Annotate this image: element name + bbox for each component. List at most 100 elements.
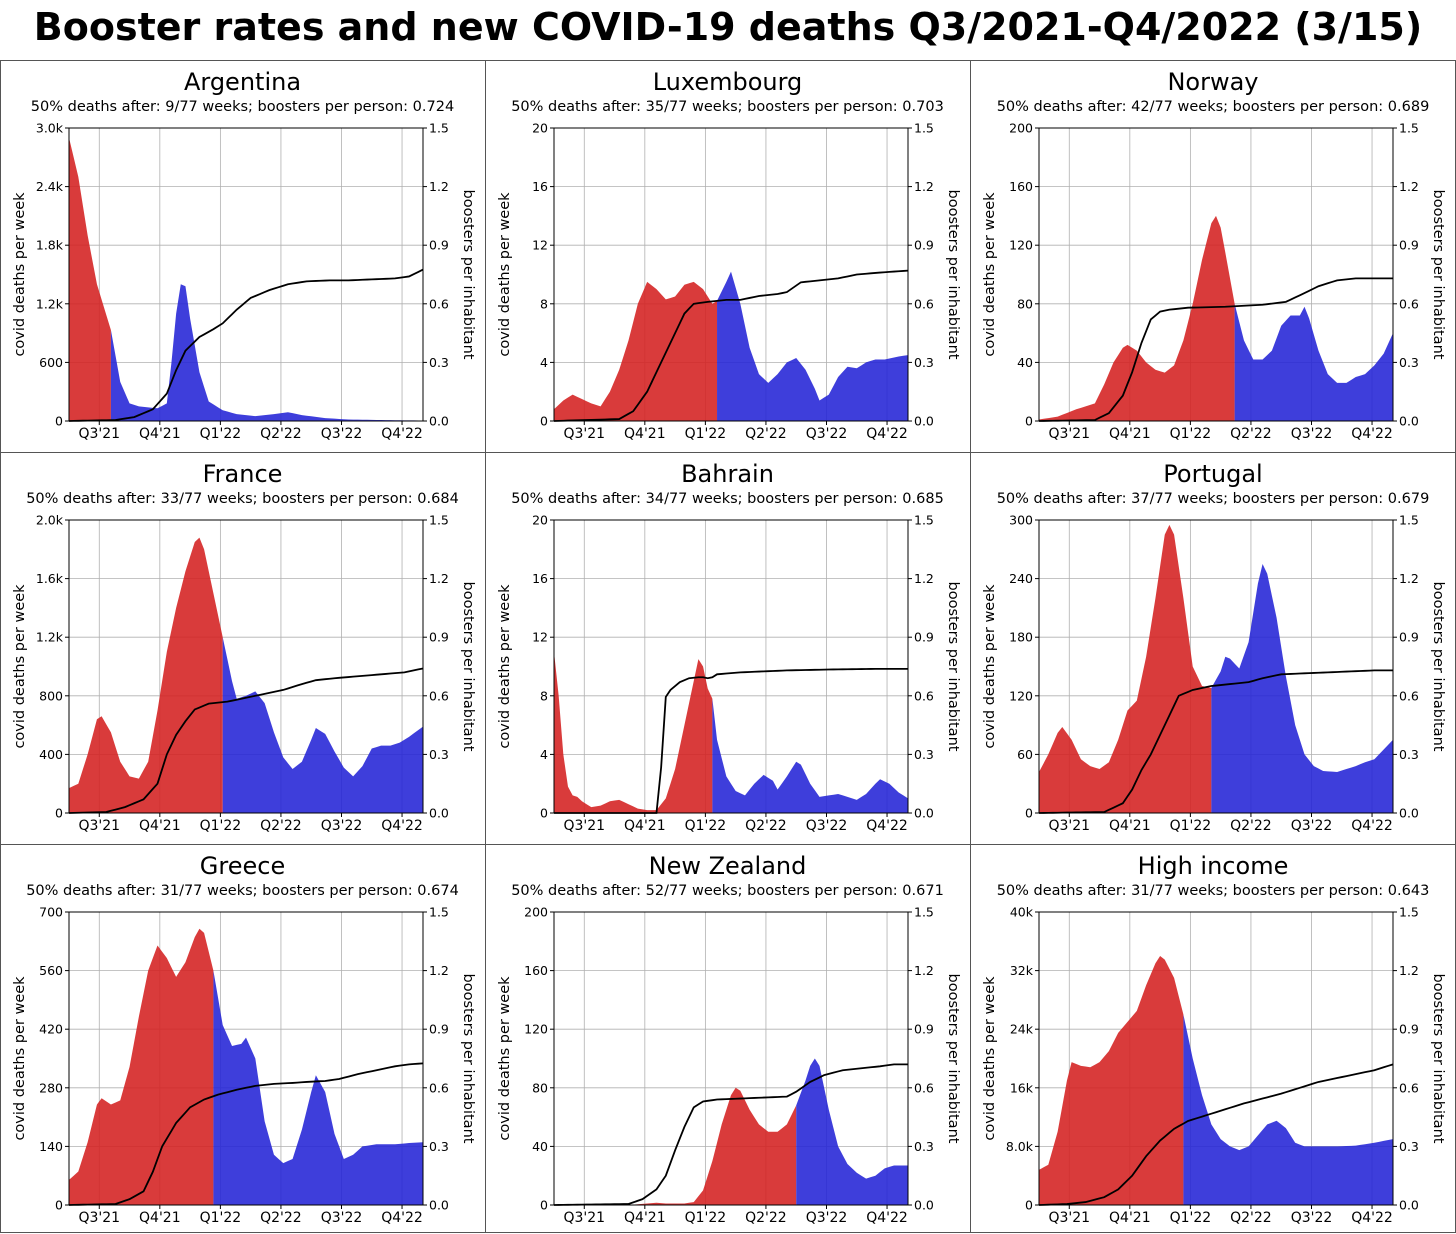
x-tick-label: Q3'21 bbox=[563, 426, 605, 442]
y-right-tick-label: 0.0 bbox=[1399, 1198, 1419, 1213]
y-left-tick-label: 8.0k bbox=[1006, 1139, 1034, 1154]
boosters-line bbox=[1038, 669, 1393, 814]
x-tick-label: Q4'21 bbox=[1109, 426, 1151, 442]
y-right-tick-label: 1.2 bbox=[914, 963, 934, 978]
y-right-tick-label: 1.5 bbox=[429, 513, 449, 528]
y-right-tick-label: 1.2 bbox=[429, 179, 449, 194]
y-left-tick-label: 600 bbox=[39, 355, 63, 370]
y-right-tick-label: 0.0 bbox=[1399, 414, 1419, 429]
y-left-axis-label: covid deaths per week bbox=[12, 192, 28, 357]
deaths-area-after-half bbox=[712, 698, 908, 813]
y-left-tick-label: 0 bbox=[540, 1198, 548, 1213]
plot-frame bbox=[68, 127, 424, 422]
y-right-tick-label: 1.5 bbox=[1399, 905, 1419, 920]
y-left-tick-label: 160 bbox=[1009, 179, 1033, 194]
chart-panel: Norway 50% deaths after: 42/77 weeks; boo… bbox=[982, 68, 1446, 442]
y-left-tick-label: 140 bbox=[39, 1139, 63, 1154]
y-right-tick-label: 1.2 bbox=[914, 571, 934, 586]
x-tick-label: Q1'22 bbox=[200, 818, 242, 834]
x-tick-label: Q3'22 bbox=[1291, 426, 1333, 442]
y-right-tick-label: 0.3 bbox=[914, 747, 934, 762]
x-tick-label: Q1'22 bbox=[200, 1210, 242, 1226]
boosters-line bbox=[553, 1063, 908, 1206]
x-tick-label: Q2'22 bbox=[745, 426, 787, 442]
y-left-tick-label: 24k bbox=[1010, 1022, 1034, 1037]
y-right-tick-label: 0.6 bbox=[1399, 688, 1419, 703]
boosters-line bbox=[68, 1062, 424, 1206]
chart-title: Portugal bbox=[1163, 460, 1262, 488]
chart-panel: New Zealand 50% deaths after: 52/77 weeks… bbox=[497, 852, 961, 1226]
y-left-tick-label: 300 bbox=[1009, 513, 1033, 528]
chart-panel: High income 50% deaths after: 31/77 weeks… bbox=[982, 852, 1446, 1226]
y-left-tick-label: 0 bbox=[540, 414, 548, 429]
y-right-tick-label: 1.2 bbox=[429, 963, 449, 978]
y-left-tick-label: 1.2k bbox=[36, 296, 64, 311]
y-right-tick-label: 0.9 bbox=[914, 1022, 934, 1037]
y-left-tick-label: 700 bbox=[39, 905, 63, 920]
plot-frame bbox=[68, 911, 424, 1206]
deaths-area-after-half bbox=[222, 637, 423, 813]
y-right-tick-label: 0.6 bbox=[914, 688, 934, 703]
chart-title: Norway bbox=[1167, 68, 1258, 96]
x-tick-label: Q4'22 bbox=[866, 818, 908, 834]
chart-subtitle: 50% deaths after: 37/77 weeks; boosters … bbox=[997, 491, 1430, 507]
x-tick-label: Q4'21 bbox=[139, 818, 181, 834]
plot-frame bbox=[68, 519, 424, 814]
y-right-tick-label: 1.2 bbox=[1399, 963, 1419, 978]
chart-subtitle: 50% deaths after: 31/77 weeks; boosters … bbox=[997, 883, 1430, 899]
chart-panel: France 50% deaths after: 33/77 weeks; boo… bbox=[12, 460, 476, 834]
x-tick-label: Q1'22 bbox=[200, 426, 242, 442]
deaths-area-before-half bbox=[554, 281, 718, 421]
x-tick-label: Q2'22 bbox=[260, 1210, 302, 1226]
y-left-axis-label: covid deaths per week bbox=[982, 976, 998, 1141]
deaths-area-after-half bbox=[1211, 563, 1393, 813]
y-right-tick-label: 0.3 bbox=[429, 355, 449, 370]
y-left-tick-label: 1.8k bbox=[36, 238, 64, 253]
y-right-axis-label: boosters per inhabitant bbox=[460, 190, 476, 360]
y-left-tick-label: 20 bbox=[532, 513, 548, 528]
y-right-tick-label: 0.0 bbox=[914, 806, 934, 821]
y-right-tick-label: 0.0 bbox=[429, 806, 449, 821]
x-tick-label: Q1'22 bbox=[685, 818, 727, 834]
y-left-tick-label: 120 bbox=[1009, 688, 1033, 703]
y-right-tick-label: 0.0 bbox=[429, 414, 449, 429]
boosters-line bbox=[68, 667, 424, 814]
x-tick-label: Q4'22 bbox=[381, 426, 423, 442]
chart-subtitle: 50% deaths after: 33/77 weeks; boosters … bbox=[26, 491, 459, 507]
x-tick-label: Q2'22 bbox=[260, 818, 302, 834]
y-left-tick-label: 200 bbox=[1009, 121, 1033, 136]
chart-panel: Bahrain 50% deaths after: 34/77 weeks; bo… bbox=[497, 460, 961, 834]
chart-subtitle: 50% deaths after: 42/77 weeks; boosters … bbox=[997, 99, 1430, 115]
chart-title: Greece bbox=[200, 852, 285, 880]
y-right-tick-label: 0.9 bbox=[914, 238, 934, 253]
y-right-axis-label: boosters per inhabitant bbox=[1430, 974, 1446, 1144]
y-left-axis-label: covid deaths per week bbox=[12, 584, 28, 749]
deaths-area-before-half bbox=[554, 1087, 797, 1205]
boosters-line bbox=[553, 269, 909, 422]
chart-panel: Argentina 50% deaths after: 9/77 weeks; b… bbox=[12, 68, 476, 442]
y-left-tick-label: 3.0k bbox=[36, 121, 64, 136]
plot-frame bbox=[1038, 127, 1394, 422]
x-tick-label: Q1'22 bbox=[1170, 818, 1212, 834]
y-right-tick-label: 0.9 bbox=[914, 630, 934, 645]
y-right-tick-label: 0.6 bbox=[1399, 1080, 1419, 1095]
x-tick-label: Q2'22 bbox=[1230, 818, 1272, 834]
y-right-tick-label: 0.3 bbox=[429, 1139, 449, 1154]
y-left-tick-label: 4 bbox=[540, 747, 548, 762]
y-left-tick-label: 160 bbox=[524, 963, 548, 978]
chart-title: France bbox=[203, 460, 283, 488]
deaths-area-after-half bbox=[717, 271, 908, 421]
plot-frame bbox=[1038, 911, 1394, 1206]
y-right-tick-label: 0.9 bbox=[1399, 1022, 1419, 1037]
y-right-axis-label: boosters per inhabitant bbox=[1430, 190, 1446, 360]
chart-subtitle: 50% deaths after: 52/77 weeks; boosters … bbox=[511, 883, 944, 899]
y-right-tick-label: 0.3 bbox=[914, 355, 934, 370]
x-tick-label: Q4'21 bbox=[624, 818, 666, 834]
chart-title: High income bbox=[1138, 852, 1289, 880]
deaths-area-before-half bbox=[1039, 955, 1184, 1205]
x-tick-label: Q4'21 bbox=[624, 1210, 666, 1226]
y-left-tick-label: 16 bbox=[532, 179, 548, 194]
y-right-tick-label: 0.6 bbox=[429, 1080, 449, 1095]
x-tick-label: Q2'22 bbox=[260, 426, 302, 442]
